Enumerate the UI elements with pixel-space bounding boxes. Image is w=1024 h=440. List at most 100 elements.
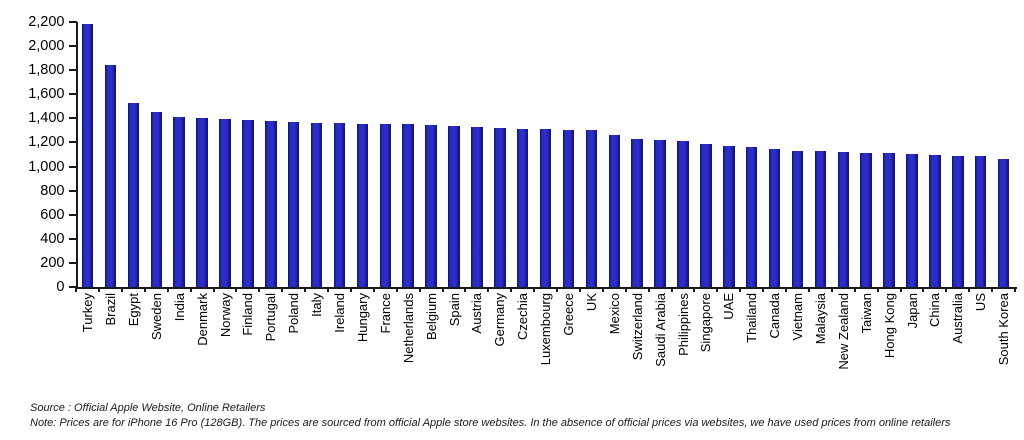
x-axis-label: Spain xyxy=(446,293,462,327)
x-axis-label: Taiwan xyxy=(858,293,874,334)
x-axis-label: Egypt xyxy=(125,293,141,327)
y-axis-tick xyxy=(68,141,77,144)
x-axis-tick xyxy=(647,287,650,292)
x-axis-tick xyxy=(670,287,673,292)
bar-switzerland xyxy=(631,138,643,287)
x-axis-tick xyxy=(281,287,284,292)
x-axis-tick xyxy=(556,287,559,292)
x-axis-label: Philippines xyxy=(675,293,691,356)
x-axis-tick xyxy=(853,287,856,292)
x-axis-label: Greece xyxy=(561,293,576,336)
bar-france xyxy=(379,124,392,287)
bar-denmark xyxy=(196,118,208,287)
y-axis-tick xyxy=(68,165,77,168)
x-axis-label: France xyxy=(377,293,393,334)
bar-us xyxy=(974,156,987,287)
x-axis-tick xyxy=(716,287,719,292)
y-axis-tick-label: 1,400 xyxy=(28,110,65,127)
y-axis-tick xyxy=(68,93,77,96)
x-axis-tick xyxy=(327,287,330,292)
x-axis-tick xyxy=(922,287,925,292)
x-axis-label: US xyxy=(973,293,989,312)
bar-malaysia xyxy=(814,151,827,287)
bar-sweden xyxy=(150,112,163,287)
bar-canada xyxy=(768,149,781,287)
bar-uae xyxy=(723,146,735,287)
bar-finland xyxy=(242,120,254,287)
x-axis-tick xyxy=(968,287,971,292)
bar-vietnam xyxy=(791,150,804,287)
x-axis-tick xyxy=(899,287,902,292)
y-axis-tick-label: 800 xyxy=(40,182,65,199)
y-axis-tick xyxy=(68,286,77,288)
x-axis-label: Mexico xyxy=(606,293,622,335)
y-axis-tick xyxy=(68,21,77,23)
bar-italy xyxy=(310,122,323,287)
bar-south-korea xyxy=(997,158,1010,287)
bar-philippines xyxy=(677,140,689,287)
x-axis-tick xyxy=(876,287,879,292)
x-axis-label: Switzerland xyxy=(629,293,645,361)
x-axis-tick xyxy=(991,287,994,292)
x-axis-tick xyxy=(120,287,123,292)
y-axis-tick-label: 200 xyxy=(40,254,65,271)
bar-spain xyxy=(448,125,460,287)
x-axis-label: Ireland xyxy=(332,293,347,333)
x-axis-label: Poland xyxy=(286,293,302,334)
x-axis-tick xyxy=(945,287,948,292)
x-axis-label: South Korea xyxy=(996,293,1012,366)
y-axis-tick xyxy=(68,189,77,192)
x-axis-tick xyxy=(830,287,833,292)
x-axis-tick xyxy=(441,287,444,292)
y-axis-tick xyxy=(68,69,77,72)
x-axis-label: Brazil xyxy=(103,293,118,326)
x-axis-tick xyxy=(98,287,101,292)
bar-turkey xyxy=(81,23,94,287)
y-axis-tick-label: 2,000 xyxy=(28,38,65,55)
x-axis-label: Belgium xyxy=(423,293,439,340)
x-axis-tick xyxy=(624,287,627,292)
x-axis-label: UK xyxy=(583,293,599,312)
x-axis-tick xyxy=(372,287,375,292)
bar-greece xyxy=(562,129,575,287)
x-axis-tick xyxy=(418,287,421,292)
bar-australia xyxy=(952,155,964,287)
x-axis-label: Denmark xyxy=(194,293,210,346)
x-axis-label: Finland xyxy=(240,293,256,336)
x-axis-tick xyxy=(785,287,788,292)
y-axis-tick-label: 0 xyxy=(56,279,65,295)
x-axis-label: New Zealand xyxy=(835,293,851,370)
x-axis-label: India xyxy=(171,293,187,322)
x-axis-label: Hong Kong xyxy=(881,293,897,359)
bar-india xyxy=(173,117,185,287)
x-axis-tick xyxy=(510,287,513,292)
bar-czechia xyxy=(516,128,529,287)
y-axis-tick-label: 2,200 xyxy=(28,14,65,30)
x-axis-label: Norway xyxy=(217,293,233,338)
x-axis-label: Saudi Arabia xyxy=(652,293,668,367)
x-axis-label: China xyxy=(927,293,943,327)
x-axis-tick xyxy=(189,287,192,292)
bar-netherlands xyxy=(402,124,414,287)
y-axis-tick-label: 1,000 xyxy=(28,158,65,175)
x-axis-label: Czechia xyxy=(515,293,531,340)
x-axis-label: Germany xyxy=(492,293,508,347)
x-axis-tick xyxy=(762,287,765,292)
bar-mexico xyxy=(608,134,621,287)
x-axis-tick xyxy=(464,287,467,292)
x-axis-tick xyxy=(487,287,490,292)
y-axis-tick xyxy=(68,213,77,216)
bar-taiwan xyxy=(860,152,872,287)
bar-saudi-arabia xyxy=(654,140,666,287)
x-axis-tick xyxy=(349,287,352,292)
x-axis-label: Thailand xyxy=(744,293,760,343)
x-axis-label: Austria xyxy=(469,293,485,334)
bar-ireland xyxy=(333,123,346,287)
x-axis-label: Turkey xyxy=(80,293,96,333)
bar-brazil xyxy=(104,64,117,287)
bar-belgium xyxy=(425,124,437,287)
y-axis-tick-label: 600 xyxy=(40,206,65,223)
x-axis-tick xyxy=(739,287,742,292)
y-axis-tick xyxy=(68,117,77,120)
